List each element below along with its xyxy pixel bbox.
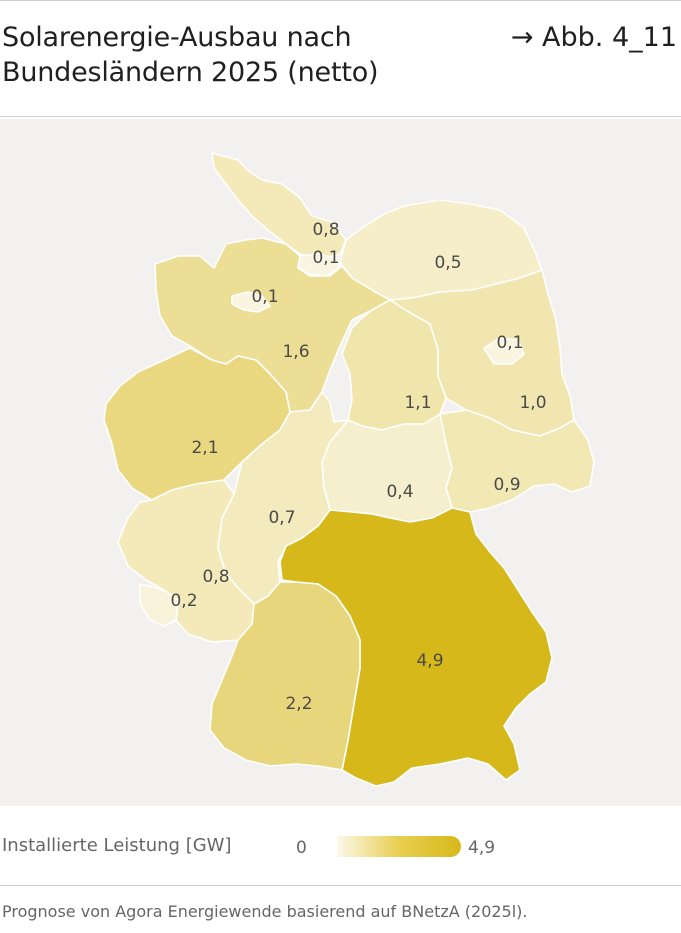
value-label-bremen: 0,1 (251, 287, 278, 307)
chart-title: Solarenergie-Ausbau nach Bundesländern 2… (2, 22, 379, 88)
value-label-mecklenburg-vorpommern: 0,5 (434, 253, 461, 273)
value-label-nordrhein-westfalen: 2,1 (191, 438, 218, 458)
value-label-saarland: 0,2 (170, 591, 197, 611)
region-berlin[interactable] (483, 337, 525, 365)
value-label-hessen: 0,7 (268, 508, 295, 528)
value-label-niedersachsen: 1,6 (282, 342, 309, 362)
legend-max-label: 4,9 (468, 838, 496, 858)
value-label-bayern: 4,9 (416, 651, 443, 671)
germany-map: 0,8 0,1 0,5 0,1 1,6 0,1 1,0 1,1 2,1 0,4 … (103, 152, 595, 787)
value-label-schleswig-holstein: 0,8 (312, 220, 339, 240)
value-label-brandenburg: 1,0 (519, 393, 546, 413)
value-label-berlin: 0,1 (496, 333, 523, 353)
region-schleswig-holstein[interactable] (211, 152, 347, 261)
title-rule (0, 116, 681, 117)
region-hamburg[interactable] (297, 253, 341, 277)
value-label-thueringen: 0,4 (386, 482, 413, 502)
value-label-sachsen-anhalt: 1,1 (404, 393, 431, 413)
legend-title: Installierte Leistung [GW] (2, 835, 232, 856)
value-label-baden-wuerttemberg: 2,2 (285, 694, 312, 714)
value-label-rheinland-pfalz: 0,8 (202, 567, 229, 587)
region-bremen[interactable] (231, 291, 271, 313)
source-note: Prognose von Agora Energiewende basieren… (2, 902, 528, 921)
region-baden-wuerttemberg[interactable] (209, 581, 361, 771)
region-saarland[interactable] (139, 583, 179, 627)
figure-reference-link[interactable]: → Abb. 4_11 (510, 22, 677, 53)
top-rule (0, 0, 681, 1)
legend-min-label: 0 (296, 838, 307, 858)
legend-color-scale (337, 836, 461, 857)
value-label-sachsen: 0,9 (493, 475, 520, 495)
region-thueringen[interactable] (321, 413, 453, 523)
footer-rule (0, 885, 681, 886)
value-label-hamburg: 0,1 (312, 248, 339, 268)
